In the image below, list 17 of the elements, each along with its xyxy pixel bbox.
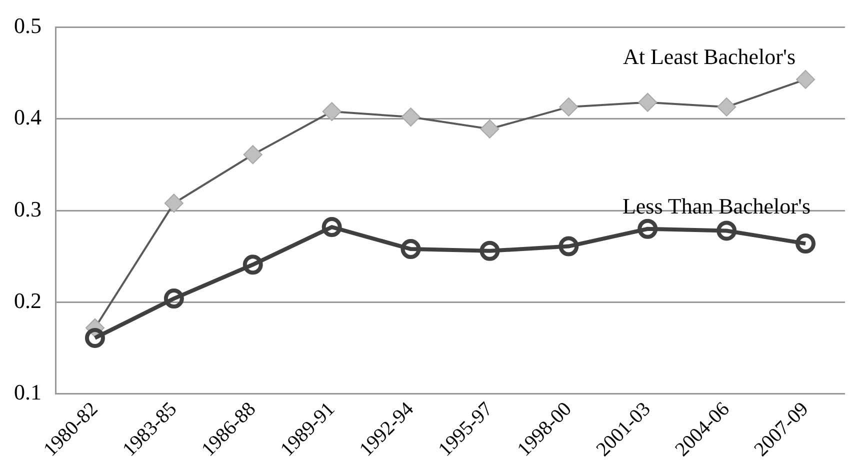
point [796, 234, 816, 254]
point [558, 236, 579, 256]
y-tick-label: 0.5 [14, 12, 42, 38]
point [400, 239, 421, 260]
point [638, 218, 658, 239]
y-tick-label: 0.3 [14, 196, 42, 222]
series-label: Less Than Bachelor's [622, 194, 811, 219]
y-tick-label: 0.4 [14, 104, 42, 130]
point [322, 217, 342, 238]
point [480, 240, 500, 261]
point [164, 288, 184, 309]
y-tick-label: 0.2 [14, 288, 42, 313]
point [84, 328, 105, 348]
y-tick-label: 0.1 [14, 380, 42, 405]
series-label: At Least Bachelor's [622, 44, 796, 70]
point [716, 220, 737, 241]
point [242, 254, 263, 275]
